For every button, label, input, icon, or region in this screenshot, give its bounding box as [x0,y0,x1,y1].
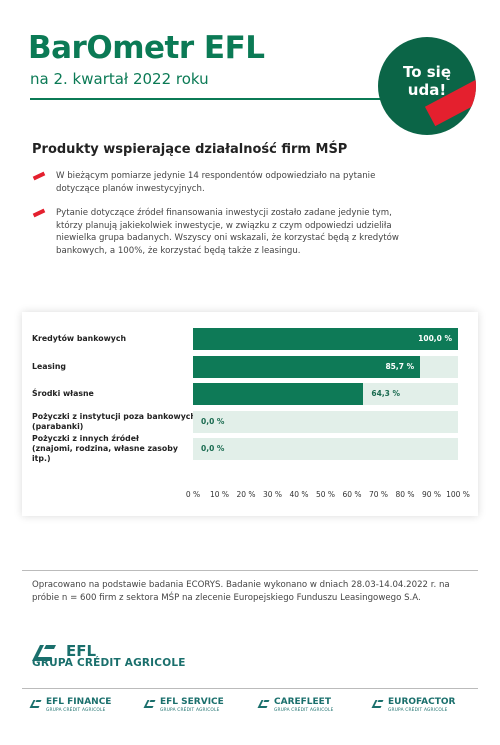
x-tick-label: 80 % [395,490,415,499]
brand: EUROFACTOR GRUPA CRÉDIT AGRICOLE [370,697,485,717]
bar-track [193,438,458,460]
bar [193,383,364,405]
brand-icon [371,700,384,708]
badge: To się uda! [378,37,476,135]
x-tick-label: 70 % [368,490,389,499]
x-tick-label: 40 % [289,490,309,499]
divider [30,98,382,100]
brand: CAREFLEET GRUPA CRÉDIT AGRICOLE [256,697,371,717]
brand-icon [29,700,42,708]
x-tick-label: 90 % [421,490,442,499]
brand-sub: GRUPA CRÉDIT AGRICOLE [160,708,220,713]
x-tick-label: 0 % [185,490,201,499]
value-label: 0,0 % [201,444,225,453]
logo-sub: GRUPA CRÉDIT AGRICOLE [32,657,186,669]
x-tick-label: 10 % [209,490,230,499]
brand-name: EFL FINANCE [46,697,112,707]
brand-name: EUROFACTOR [388,697,456,707]
logo-name: EFL [66,642,97,660]
brand-icon [257,700,270,708]
bar [193,355,421,378]
category-label: Leasing [32,361,66,371]
bullet-mark [32,208,46,218]
brand: EFL FINANCE GRUPA CRÉDIT AGRICOLE [28,697,143,717]
bar [193,328,458,350]
x-tick-label: 30 % [262,490,283,499]
brand-name: EFL SERVICE [160,697,224,707]
x-tick-label: 60 % [342,490,362,499]
bar-track [193,410,458,433]
divider [22,688,478,689]
brand-sub: GRUPA CRÉDIT AGRICOLE [274,708,334,713]
category-label: Pożyczki z innych źródeł (znajomi, rodzi… [32,434,178,463]
value-label: 0,0 % [201,416,225,426]
section-title: Produkty wspierające działalność firm MŚ… [32,142,348,157]
category-label: Pożyczki z instytucji poza bankowych (pa… [32,411,196,431]
footnote: Opracowano na podstawie badania ECORYS. … [32,580,450,603]
x-tick-label: 100 % [446,490,470,499]
divider [22,570,478,571]
title: BarOmetr EFL [28,30,265,66]
logo-icon [32,645,56,661]
chart: Kredytów bankowych 100,0 % Leasing 85,7 % Śr… [22,312,478,516]
category-label: Kredytów bankowych [32,334,127,343]
brand-sub: GRUPA CRÉDIT AGRICOLE [46,708,106,713]
x-tick-label: 50 % [315,490,336,499]
x-tick-label: 20 % [236,490,256,499]
value-label: 100,0 % [418,334,452,343]
brand: EFL SERVICE GRUPA CRÉDIT AGRICOLE [142,697,257,717]
bullet-text: W bieżącym pomiarze jedynie 14 responden… [56,171,376,194]
value-label: 64,3 % [371,389,401,398]
bullet-text: Pytanie dotyczące źródeł finansowania in… [56,208,399,256]
subtitle: na 2. kwartał 2022 roku [30,70,209,88]
brand-sub: GRUPA CRÉDIT AGRICOLE [388,708,448,713]
badge-text: To się uda! [402,63,451,99]
brand-icon [143,700,156,708]
bullet-mark [32,171,46,181]
category-label: Środki własne [32,389,94,398]
value-label: 85,7 % [385,361,415,371]
brand-name: CAREFLEET [274,697,331,707]
